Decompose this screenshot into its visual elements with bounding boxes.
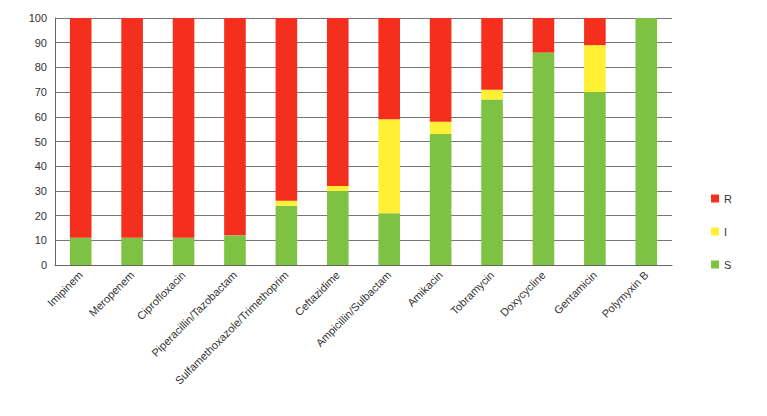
svg-text:R: R [724,193,732,205]
svg-text:Ceftazidime: Ceftazidime [293,269,342,318]
svg-text:10: 10 [35,234,47,246]
svg-text:Ampicillin/Sulbactam: Ampicillin/Sulbactam [313,269,393,349]
svg-text:Amikacin: Amikacin [405,269,445,309]
svg-text:Meropenem: Meropenem [86,269,136,319]
svg-text:Polymyxin B: Polymyxin B [599,269,650,320]
svg-text:Imipinem: Imipinem [45,269,85,309]
svg-text:Ciprofloxacin: Ciprofloxacin [134,269,187,322]
svg-text:20: 20 [35,210,47,222]
svg-text:Piperacillin/Tazobactam: Piperacillin/Tazobactam [149,269,239,359]
svg-text:70: 70 [35,86,47,98]
svg-text:100: 100 [29,12,47,24]
svg-text:I: I [724,226,727,238]
svg-text:50: 50 [35,136,47,148]
svg-text:40: 40 [35,160,47,172]
svg-text:30: 30 [35,185,47,197]
svg-text:90: 90 [35,37,47,49]
svg-text:Gentamicin: Gentamicin [551,269,599,317]
svg-text:S: S [724,259,731,271]
svg-text:60: 60 [35,111,47,123]
svg-text:Tobramycin: Tobramycin [448,269,496,317]
svg-text:80: 80 [35,61,47,73]
svg-text:Doxycycline: Doxycycline [498,269,548,319]
svg-text:0: 0 [41,259,47,271]
svg-text:Sulfamethoxazole/Trimethoprim: Sulfamethoxazole/Trimethoprim [173,269,291,387]
